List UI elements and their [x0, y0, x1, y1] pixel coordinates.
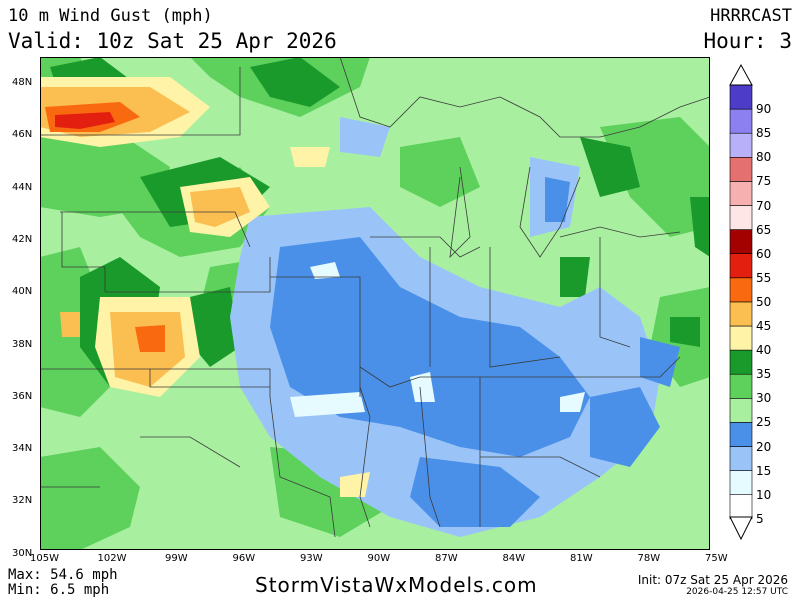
color-legend [729, 63, 753, 541]
legend-value-label: 30 [756, 391, 772, 406]
legend-value-label: 20 [756, 439, 772, 454]
legend-value-label: 10 [756, 487, 772, 502]
brand-website[interactable]: StormVistaWxModels.com [255, 573, 538, 597]
forecast-hour: Hour: 3 [703, 29, 792, 53]
lat-label: 46N [12, 129, 33, 141]
legend-swatch [729, 205, 753, 230]
lat-label: 42N [12, 233, 33, 245]
legend-value-label: 55 [756, 270, 772, 285]
gust-5-15-spots [290, 262, 585, 417]
legend-swatch [729, 181, 753, 206]
lat-label: 48N [12, 77, 33, 88]
legend-swatch [729, 494, 753, 520]
legend-swatch [729, 229, 753, 255]
valid-time: Valid: 10z Sat 25 Apr 2026 [8, 29, 337, 53]
legend-value-label: 40 [756, 343, 772, 358]
legend-value-label: 65 [756, 222, 772, 237]
generated-timestamp: 2026-04-25 12:57 UTC [686, 587, 788, 597]
lon-label: 90W [367, 553, 391, 564]
map-frame [40, 57, 710, 550]
lon-label: 105W [30, 553, 59, 564]
max-value: Max: 54.6 mph [8, 567, 118, 583]
min-value: Min: 6.5 mph [8, 582, 110, 598]
legend-value-label: 50 [756, 294, 772, 309]
lon-label: 81W [570, 553, 593, 564]
lat-label: 36N [12, 390, 33, 402]
legend-swatch [729, 373, 753, 399]
legend-swatch [729, 157, 753, 182]
legend-swatch [729, 422, 753, 447]
legend-swatch [729, 253, 753, 279]
lon-label: 75W [705, 553, 728, 564]
legend-swatch [729, 277, 753, 303]
lat-label: 44N [12, 181, 33, 193]
legend-value-label: 45 [756, 319, 772, 333]
model-name: HRRRCAST [710, 6, 792, 26]
legend-swatch [729, 108, 753, 134]
legend-arrow-down [729, 516, 753, 541]
lat-label: 30N [12, 547, 33, 559]
lon-label: 96W [232, 553, 256, 564]
legend-arrow-up [729, 63, 753, 86]
legend-swatch [729, 397, 753, 423]
legend-swatch [729, 349, 753, 375]
political-boundaries [40, 57, 710, 538]
legend-value-label: 80 [756, 150, 772, 165]
legend-value-label: 35 [756, 367, 772, 382]
lon-label: 84W [502, 553, 526, 564]
lat-label: 38N [12, 338, 33, 350]
legend-value-label: 70 [756, 198, 772, 213]
lat-label: 32N [12, 495, 33, 507]
legend-swatch [729, 470, 753, 496]
map-canvas [40, 57, 710, 550]
wind-gust-map[interactable] [40, 57, 710, 550]
lon-label: 87W [435, 553, 458, 564]
map-title: 10 m Wind Gust (mph) [8, 6, 213, 26]
lon-label: 99W [165, 553, 188, 564]
legend-swatch [729, 84, 753, 110]
legend-swatch [729, 446, 753, 471]
legend-swatch [729, 301, 753, 327]
legend-value-label: 60 [756, 246, 772, 261]
lon-label: 93W [300, 553, 323, 564]
lon-label: 102W [97, 553, 127, 564]
lat-label: 40N [12, 286, 33, 298]
lon-label: 78W [637, 553, 661, 564]
legend-value-label: 15 [756, 463, 772, 478]
legend-value-label: 90 [756, 102, 772, 117]
lat-label: 34N [12, 443, 33, 455]
legend-value-label: 5 [756, 511, 764, 526]
gust-50-55-area [55, 112, 115, 129]
legend-value-label: 75 [756, 174, 772, 189]
init-time: Init: 07z Sat 25 Apr 2026 [637, 573, 788, 587]
legend-value-label: 25 [756, 415, 772, 430]
legend-swatch [729, 325, 753, 351]
legend-swatch [729, 132, 753, 158]
legend-value-label: 85 [756, 126, 772, 141]
